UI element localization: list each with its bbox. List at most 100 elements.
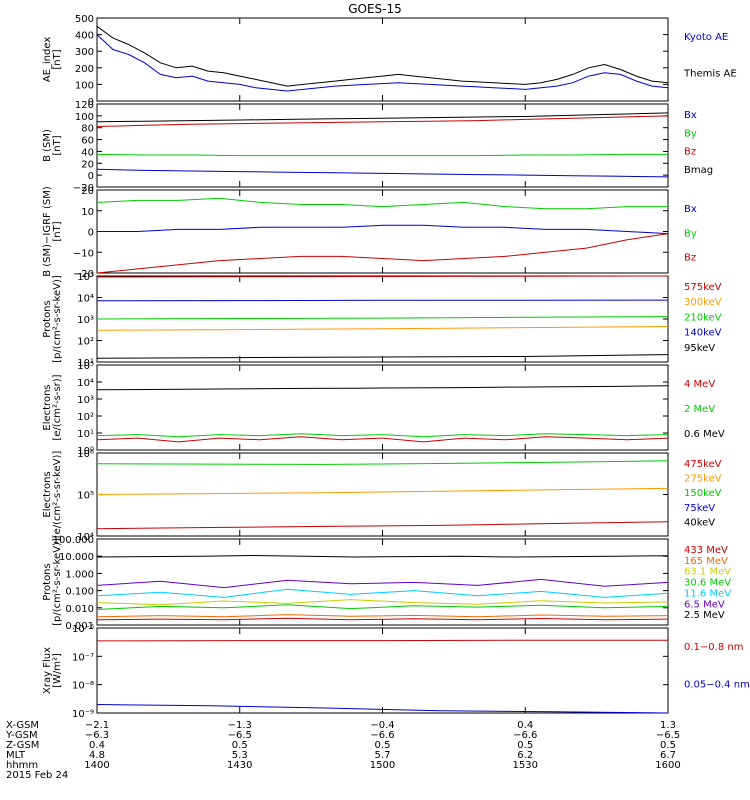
figure-title: GOES-15 — [348, 2, 402, 16]
legend-entry: 0.6 MeV — [684, 429, 725, 440]
y-axis-label: B (SM)−IGRF (SM) — [42, 186, 53, 277]
y-axis-label: [nT] — [52, 221, 63, 241]
x-axis-value: −6.5 — [228, 730, 252, 741]
panel-frame — [96, 364, 669, 451]
legend-entry: Bx — [684, 110, 697, 121]
panel-protons-1: 10¹ 10² 10³ 10⁴ 10⁵ Protons [p/(cm²-s-sr-keV)]… — [42, 272, 722, 369]
series-line — [96, 704, 669, 714]
legend-entry: 75keV — [684, 503, 715, 514]
y-tick-label: 10.000 — [59, 552, 94, 563]
legend-entry: 575keV — [684, 282, 722, 293]
series-line — [96, 433, 669, 438]
x-axis-value: 0.5 — [232, 740, 248, 751]
series-line — [96, 487, 669, 495]
x-axis-value: −1.3 — [228, 720, 252, 731]
x-axis-row-label: hhmm — [6, 760, 38, 771]
y-tick-label: 60 — [81, 136, 94, 147]
y-axis-label: [e/(cm²-s-sr)] — [52, 374, 63, 440]
x-axis-value: 1.3 — [660, 720, 676, 731]
y-tick-label: 10⁴ — [77, 378, 94, 389]
panel-frame — [96, 538, 669, 626]
panel-xray: 10⁻⁹ 10⁻⁸ 10⁻⁷ 10⁻⁶ Xray Flux [W/m²] 0.1−0.8 n… — [42, 624, 750, 720]
x-axis-value: −6.3 — [85, 730, 109, 741]
legend-entry: 475keV — [684, 459, 722, 470]
series-line — [96, 275, 669, 278]
legend-entry: 6.5 MeV — [684, 599, 725, 610]
panel-protons-2: 0.001 0.010 0.100 1.000 10.000 100.000 Protons… — [42, 535, 731, 632]
series-line — [96, 299, 669, 302]
y-axis-label: B (SM) — [42, 129, 53, 162]
x-axis-value: 1500 — [370, 760, 395, 771]
y-tick-label: 10⁻⁶ — [72, 624, 94, 635]
legend-entry: 30.6 MeV — [684, 578, 731, 589]
series-line — [96, 554, 669, 558]
x-axis-value: −2.1 — [85, 720, 109, 731]
legend-entry: Bz — [684, 253, 696, 264]
legend-entry: 2 MeV — [684, 404, 715, 415]
y-axis-label: Electrons — [42, 471, 53, 517]
series-line — [96, 168, 669, 178]
x-axis-value: −0.4 — [370, 720, 394, 731]
x-axis-row-label: MLT — [6, 750, 26, 761]
x-axis-value: 0.5 — [660, 740, 676, 751]
series-line — [96, 521, 669, 530]
y-tick-label: 10² — [77, 337, 94, 348]
legend-entry: 40keV — [684, 517, 715, 528]
x-axis-row-label: Y-GSM — [5, 730, 38, 741]
y-axis-label: [nT] — [52, 49, 63, 69]
y-tick-label: 100 — [75, 112, 94, 123]
legend-entry: 4 MeV — [684, 379, 715, 390]
y-tick-label: 0 — [88, 171, 94, 182]
series-line — [97, 224, 669, 235]
panel-frame — [96, 103, 669, 188]
legend-entry: 275keV — [684, 474, 722, 485]
y-axis-label: Xray Flux — [42, 647, 53, 694]
y-tick-label: 10⁵ — [77, 491, 94, 502]
x-axis-value: 0.4 — [89, 740, 105, 751]
panel-electrons-2: 10⁴ 10⁵ 10⁶ Electrons [e/(cm²-s-sr-keV)] 475k… — [42, 449, 722, 543]
x-axis-value: 0.5 — [375, 740, 391, 751]
x-axis-value: 5.7 — [375, 750, 391, 761]
series-line — [96, 639, 668, 642]
legend-entry: 300keV — [684, 297, 722, 308]
y-tick-label: 10⁻⁹ — [72, 709, 94, 720]
series-line — [96, 34, 669, 92]
x-axis-value: 1400 — [84, 760, 109, 771]
x-axis-date: 2015 Feb 24 — [6, 770, 68, 781]
legend-entry: Themis AE — [683, 69, 737, 80]
y-tick-label: −20 — [73, 269, 94, 280]
y-tick-label: 10⁻⁷ — [72, 652, 94, 663]
x-axis-value: −6.6 — [370, 730, 394, 741]
legend-entry: 165 MeV — [684, 556, 728, 567]
y-axis-label: [e/(cm²-s-sr-keV)] — [52, 451, 63, 539]
y-tick-label: 100 — [75, 80, 94, 91]
y-tick-label: 20 — [81, 159, 94, 170]
x-axis-value: 1530 — [513, 760, 538, 771]
x-axis-value: −6.6 — [513, 730, 537, 741]
y-tick-label: 10⁻⁸ — [72, 681, 94, 692]
y-tick-label: 0.001 — [65, 621, 94, 632]
y-tick-label: 10 — [81, 207, 94, 218]
legend-entry: 95keV — [684, 343, 715, 354]
y-tick-label: 1.000 — [65, 569, 94, 580]
series-line — [96, 460, 669, 465]
legend-entry: 11.6 MeV — [684, 588, 731, 599]
y-tick-label: 0.010 — [65, 604, 94, 615]
x-axis-value: 0.4 — [517, 720, 533, 731]
panel-frame — [96, 189, 669, 274]
legend-entry: 0.05−0.4 nm — [684, 680, 750, 691]
y-tick-label: 10⁵ — [77, 272, 94, 283]
series-line — [96, 588, 669, 598]
legend-entry: 0.1−0.8 nm — [684, 642, 743, 653]
y-tick-label: 10² — [77, 412, 94, 423]
series-line — [96, 614, 669, 618]
y-tick-label: 80 — [81, 124, 94, 135]
y-axis-label: [p/(cm²-s-sr-keV)] — [52, 538, 63, 626]
y-tick-label: 10³ — [77, 395, 94, 406]
y-tick-label: −20 — [73, 183, 94, 194]
legend-entry: By — [684, 128, 697, 139]
series-line — [96, 112, 669, 123]
series-line — [96, 578, 669, 589]
